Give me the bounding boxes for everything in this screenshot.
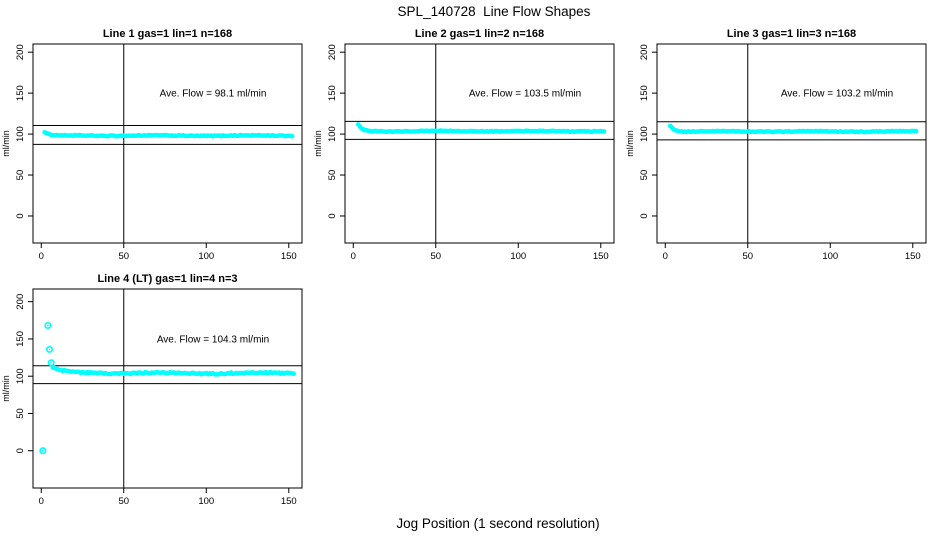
y-tick-label: 0 xyxy=(327,213,338,218)
x-tick-label: 150 xyxy=(281,251,297,262)
y-tick-label: 0 xyxy=(639,213,650,218)
outlier-point-center xyxy=(42,449,44,452)
outlier-point-center xyxy=(47,324,49,327)
plot-border xyxy=(32,43,303,244)
y-tick-label: 200 xyxy=(639,44,650,60)
x-axis: 0 50 100 150 xyxy=(39,243,297,262)
y-tick-label: 200 xyxy=(15,44,26,60)
outlier-points xyxy=(39,321,55,455)
y-axis-unit-label: ml/min xyxy=(313,130,323,157)
plot-border xyxy=(32,288,303,489)
x-axis: 0 50 100 150 xyxy=(39,488,297,507)
panel-line-1: Line 1 gas=1 lin=1 n=168 0 50 100 150 0 50 100 1… xyxy=(1,28,303,262)
y-tick-label: 50 xyxy=(15,408,26,419)
ave-flow-annotation: Ave. Flow = 98.1 ml/min xyxy=(160,89,267,100)
plot-border xyxy=(344,43,615,244)
data-points xyxy=(355,122,607,135)
y-tick-label: 150 xyxy=(327,85,338,101)
panel-title: Line 4 (LT) gas=1 lin=4 n=3 xyxy=(97,273,237,285)
x-tick-label: 100 xyxy=(198,251,214,262)
panel-line-3: Line 3 gas=1 lin=3 n=168 0 50 100 150 0 50 100 1… xyxy=(625,28,927,262)
y-tick-label: 200 xyxy=(15,294,26,310)
panel-title: Line 2 gas=1 lin=2 n=168 xyxy=(415,28,544,40)
x-tick-label: 150 xyxy=(905,251,921,262)
x-axis: 0 50 100 150 xyxy=(663,243,921,262)
y-tick-label: 100 xyxy=(15,126,26,142)
x-tick-label: 50 xyxy=(118,251,129,262)
x-tick-label: 100 xyxy=(198,496,214,507)
y-axis-unit-label: ml/min xyxy=(625,130,635,157)
panel-line-4: Line 4 (LT) gas=1 lin=4 n=3 0 50 100 150 0 50 1… xyxy=(1,273,303,507)
y-tick-label: 50 xyxy=(15,170,26,181)
data-points xyxy=(667,123,919,135)
x-tick-label: 0 xyxy=(39,251,44,262)
y-axis: 0 50 100 150 200 xyxy=(639,44,657,219)
y-tick-label: 100 xyxy=(327,126,338,142)
y-tick-label: 0 xyxy=(15,213,26,218)
panel-line-2: Line 2 gas=1 lin=2 n=168 0 50 100 150 0 50 100 1… xyxy=(313,28,615,262)
flow-point xyxy=(289,133,295,139)
x-axis: 0 50 100 150 xyxy=(351,243,609,262)
y-axis-unit-label: ml/min xyxy=(1,130,11,157)
y-axis-unit-label: ml/min xyxy=(1,375,11,402)
x-tick-label: 50 xyxy=(430,251,441,262)
x-tick-label: 50 xyxy=(118,496,129,507)
data-points xyxy=(50,365,297,377)
x-tick-label: 0 xyxy=(351,251,356,262)
x-tick-label: 50 xyxy=(742,251,753,262)
y-tick-label: 150 xyxy=(15,85,26,101)
y-tick-label: 0 xyxy=(15,448,26,453)
y-tick-label: 150 xyxy=(15,331,26,347)
x-tick-label: 100 xyxy=(822,251,838,262)
data-points xyxy=(42,130,295,139)
y-axis: 0 50 100 150 200 xyxy=(15,294,33,453)
outlier-point-center xyxy=(50,361,52,364)
ave-flow-annotation: Ave. Flow = 103.5 ml/min xyxy=(469,89,581,100)
x-tick-label: 0 xyxy=(663,251,668,262)
x-axis-title: Jog Position (1 second resolution) xyxy=(396,516,600,531)
y-axis: 0 50 100 150 200 xyxy=(327,44,345,219)
y-axis: 0 50 100 150 200 xyxy=(15,44,33,219)
panel-title: Line 3 gas=1 lin=3 n=168 xyxy=(727,28,856,40)
y-tick-label: 150 xyxy=(639,85,650,101)
y-tick-label: 100 xyxy=(15,368,26,384)
outlier-point-center xyxy=(48,348,51,351)
ave-flow-annotation: Ave. Flow = 104.3 ml/min xyxy=(157,334,269,345)
x-tick-label: 150 xyxy=(593,251,609,262)
x-tick-label: 150 xyxy=(281,496,297,507)
panel-title: Line 1 gas=1 lin=1 n=168 xyxy=(103,28,232,40)
x-tick-label: 100 xyxy=(510,251,526,262)
y-tick-label: 100 xyxy=(639,126,650,142)
y-tick-label: 200 xyxy=(327,44,338,60)
flow-point xyxy=(913,128,919,134)
flow-point xyxy=(601,129,607,134)
x-tick-label: 0 xyxy=(39,496,44,507)
plot-border xyxy=(656,43,927,244)
figure-title: SPL_140728 Line Flow Shapes xyxy=(397,4,591,19)
y-tick-label: 50 xyxy=(639,170,650,181)
flow-point xyxy=(291,371,297,376)
y-tick-label: 50 xyxy=(327,170,338,181)
ave-flow-annotation: Ave. Flow = 103.2 ml/min xyxy=(781,89,893,100)
